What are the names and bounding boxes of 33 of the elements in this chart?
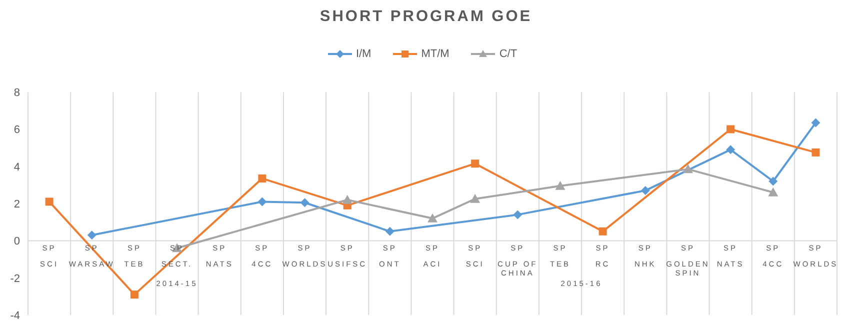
legend-label: I/M [354,48,372,60]
point [726,145,736,154]
y-tick-label: -4 [10,310,20,322]
point [385,226,394,236]
point [300,198,310,208]
point [258,197,267,206]
chart-title: SHORT PROGRAM GOE [318,8,534,26]
point [471,160,480,168]
y-tick-label: -2 [10,272,20,285]
point [726,125,735,134]
legend-label: C/T [498,48,518,60]
point [598,227,607,236]
point [513,210,522,220]
point [428,213,438,222]
y-tick-label: 8 [14,87,20,99]
point [555,180,566,190]
point [812,148,820,156]
point [342,194,352,204]
point [768,176,778,186]
y-tick-label: 4 [14,161,20,174]
point [682,164,693,174]
y-tick-label: 2 [14,198,20,210]
point [470,194,480,203]
point [640,186,650,196]
point [45,198,54,206]
point [130,290,138,299]
point [811,118,820,128]
y-tick-label: 6 [14,124,20,136]
y-tick-label: 0 [14,236,20,248]
point [87,230,96,240]
point [258,174,266,182]
legend-label: MT/M [420,48,450,60]
point [768,187,778,196]
